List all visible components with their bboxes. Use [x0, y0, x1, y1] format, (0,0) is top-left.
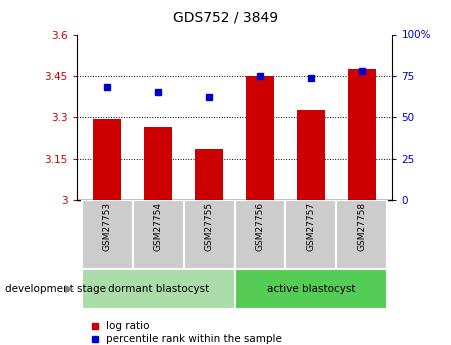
- Text: GSM27755: GSM27755: [205, 202, 214, 251]
- Text: development stage: development stage: [5, 284, 106, 294]
- Bar: [184, 200, 235, 269]
- Bar: [297, 110, 325, 200]
- Text: GDS752 / 3849: GDS752 / 3849: [173, 10, 278, 24]
- Bar: [235, 269, 387, 309]
- Bar: [133, 200, 184, 269]
- Bar: [285, 200, 336, 269]
- Text: GSM27754: GSM27754: [154, 202, 163, 251]
- Text: GSM27753: GSM27753: [103, 202, 112, 251]
- Bar: [195, 149, 223, 200]
- Text: GSM27756: GSM27756: [255, 202, 264, 251]
- Text: GSM27757: GSM27757: [306, 202, 315, 251]
- Text: dormant blastocyst: dormant blastocyst: [107, 284, 209, 294]
- Text: GSM27758: GSM27758: [357, 202, 366, 251]
- Text: percentile rank within the sample: percentile rank within the sample: [106, 334, 282, 344]
- Bar: [246, 76, 274, 200]
- Bar: [336, 200, 387, 269]
- Text: active blastocyst: active blastocyst: [267, 284, 355, 294]
- Text: ▶: ▶: [65, 284, 74, 294]
- Bar: [144, 127, 172, 200]
- Bar: [348, 69, 376, 200]
- Bar: [235, 200, 285, 269]
- Bar: [93, 119, 121, 200]
- Bar: [82, 269, 235, 309]
- Bar: [82, 200, 133, 269]
- Text: log ratio: log ratio: [106, 321, 149, 331]
